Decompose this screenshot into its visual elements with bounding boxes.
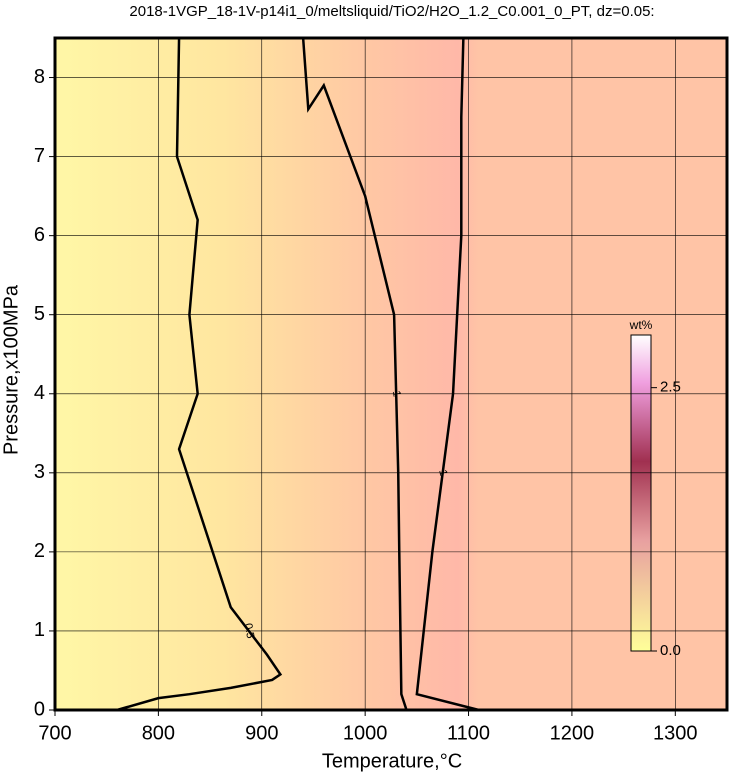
x-tick-label: 800 [142,722,175,744]
y-axis-label: Pressure,x100MPa [0,284,22,455]
colorbar-tick-label: 0.0 [660,642,681,659]
contour-line [415,37,480,712]
y-tick-label: 0 [34,698,45,720]
y-tick-label: 1 [34,619,45,641]
contour-label: 0.5 [242,622,256,639]
y-tick-label: 7 [34,145,45,167]
colorbar-tick-label: 2.5 [660,379,681,396]
contour-label: 1 [390,390,403,398]
y-tick-label: 2 [34,540,45,562]
y-tick-label: 3 [34,461,45,483]
y-tick-label: 5 [34,303,45,325]
chart-title: 2018-1VGP_18-1V-p14i1_0/meltsliquid/TiO2… [129,3,654,20]
y-tick-label: 6 [34,224,45,246]
x-tick-label: 1000 [343,722,388,744]
contour-label: 1 [436,469,449,477]
y-tick-label: 8 [34,66,45,88]
x-tick-label: 1200 [550,722,595,744]
y-tick-label: 4 [34,382,45,404]
plot-frame [53,36,729,712]
contour-line [301,37,408,711]
x-tick-label: 1300 [653,722,698,744]
colorbar [630,334,652,652]
x-axis-label: Temperature,°C [322,750,462,772]
plot-background [55,38,727,710]
x-tick-label: 900 [245,722,278,744]
colorbar-label: wt% [629,318,653,332]
x-tick-label: 700 [38,722,71,744]
x-tick-label: 1100 [447,722,490,744]
contour-line [116,37,283,712]
